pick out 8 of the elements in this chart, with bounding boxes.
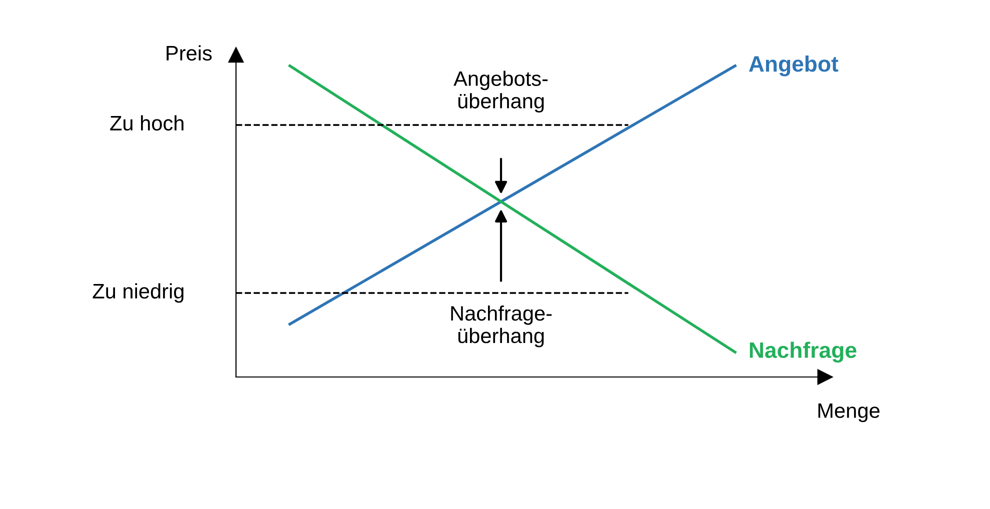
ref-line-label: Zu niedrig — [92, 283, 184, 303]
x-axis-title: Menge — [818, 403, 880, 422]
annotation: Nachfrage- überhang — [451, 305, 552, 348]
series-label: Angebot — [748, 55, 838, 76]
y-axis-title: Preis — [166, 45, 212, 61]
annotation: Angebots- überhang — [454, 70, 548, 113]
series-label: Nachfrage — [750, 342, 856, 363]
ref-line-label: Zu hoch — [110, 115, 184, 131]
